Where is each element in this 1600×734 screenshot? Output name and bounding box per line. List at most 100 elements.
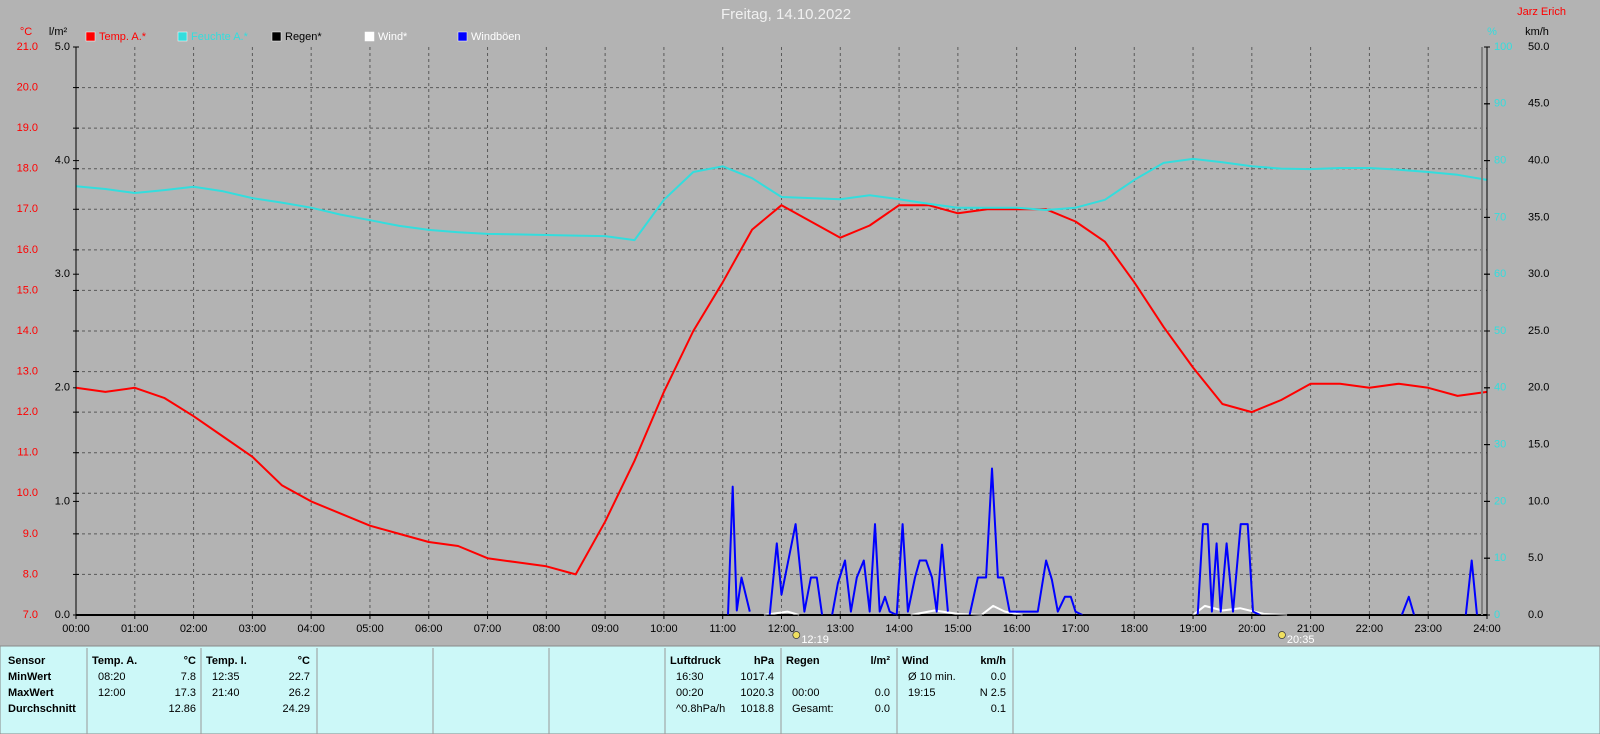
y-tick-label: 20 [1494, 495, 1506, 507]
legend-swatch [364, 31, 375, 42]
y-tick-label: 8.0 [23, 568, 38, 580]
row-label: MinWert [8, 671, 52, 683]
table-cell: Gesamt: [792, 703, 834, 715]
y-tick-label: 1.0 [55, 495, 70, 507]
y-tick-label: 4.0 [55, 155, 70, 167]
table-cell: 24.29 [282, 703, 310, 715]
x-tick-label: 19:00 [1179, 623, 1207, 635]
x-tick-label: 01:00 [121, 623, 149, 635]
column-unit: °C [298, 655, 310, 667]
row-label: Durchschnitt [8, 703, 76, 715]
x-tick-label: 23:00 [1414, 623, 1442, 635]
y-tick-label: 90 [1494, 98, 1506, 110]
axis-title: % [1487, 26, 1497, 38]
y-tick-label: 30 [1494, 439, 1506, 451]
table-cell: 19:15 [908, 687, 936, 699]
column-title: Temp. A. [92, 655, 137, 667]
legend-swatch [85, 31, 96, 42]
chart-background [0, 0, 1600, 646]
x-tick-label: 04:00 [297, 623, 325, 635]
table-cell: ^0.8hPa/h [676, 703, 725, 715]
legend-swatch [177, 31, 188, 42]
legend-label: Regen* [285, 31, 322, 43]
table-cell: 1017.4 [740, 671, 774, 683]
y-tick-label: 50.0 [1528, 41, 1549, 53]
grid [73, 46, 1490, 619]
y-tick-label: 20.0 [17, 81, 38, 93]
y-tick-label: 35.0 [1528, 211, 1549, 223]
column-unit: km/h [980, 655, 1006, 667]
annotation: 20:35 [1287, 634, 1315, 646]
y-tick-label: 5.0 [55, 41, 70, 53]
table-cell: 12:00 [98, 687, 126, 699]
y-tick-label: 9.0 [23, 528, 38, 540]
column-unit: l/m² [870, 655, 890, 667]
x-tick-label: 03:00 [239, 623, 267, 635]
y-tick-label: 0.0 [1528, 609, 1543, 621]
y-tick-label: 70 [1494, 211, 1506, 223]
y-tick-label: 3.0 [55, 268, 70, 280]
y-tick-label: 60 [1494, 268, 1506, 280]
table-cell: 08:20 [98, 671, 126, 683]
x-tick-label: 02:00 [180, 623, 208, 635]
legend-swatch [271, 31, 282, 42]
table-cell: 12:35 [212, 671, 240, 683]
y-tick-label: 7.0 [23, 609, 38, 621]
table-cell: Ø 10 min. [908, 671, 956, 683]
y-tick-label: 50 [1494, 325, 1506, 337]
y-tick-label: 10.0 [17, 487, 38, 499]
y-tick-label: 100 [1494, 41, 1512, 53]
table-cell: 16:30 [676, 671, 704, 683]
column-unit: °C [184, 655, 196, 667]
x-tick-label: 12:00 [768, 623, 796, 635]
table-cell: 17.3 [175, 687, 196, 699]
y-tick-label: 12.0 [17, 406, 38, 418]
y-tick-label: 13.0 [17, 365, 38, 377]
y-tick-label: 40.0 [1528, 155, 1549, 167]
y-tick-label: 10 [1494, 552, 1506, 564]
table-cell: 0.0 [875, 703, 890, 715]
y-tick-label: 0.0 [55, 609, 70, 621]
x-tick-label: 15:00 [944, 623, 972, 635]
legend-swatch [457, 31, 468, 42]
column-unit: hPa [754, 655, 775, 667]
x-tick-label: 24:00 [1473, 623, 1501, 635]
y-tick-label: 15.0 [1528, 439, 1549, 451]
y-tick-label: 16.0 [17, 244, 38, 256]
y-tick-label: 18.0 [17, 163, 38, 175]
table-cell: 00:00 [792, 687, 820, 699]
chart-title: Freitag, 14.10.2022 [721, 6, 851, 23]
x-tick-label: 22:00 [1356, 623, 1384, 635]
x-tick-label: 09:00 [591, 623, 619, 635]
table-cell: 12.86 [168, 703, 196, 715]
y-tick-label: 80 [1494, 155, 1506, 167]
y-tick-label: 17.0 [17, 203, 38, 215]
x-tick-label: 11:00 [709, 623, 736, 635]
y-tick-label: 40 [1494, 382, 1506, 394]
table-cell: 0.0 [875, 687, 890, 699]
table-cell: 0.0 [991, 671, 1006, 683]
axis-title: °C [20, 26, 32, 38]
x-tick-label: 14:00 [885, 623, 913, 635]
series-line [75, 204, 1488, 576]
table-cell: 7.8 [181, 671, 196, 683]
x-tick-label: 05:00 [356, 623, 384, 635]
event-icon [792, 631, 801, 639]
x-tick-label: 16:00 [1003, 623, 1031, 635]
y-tick-label: 25.0 [1528, 325, 1549, 337]
y-tick-label: 45.0 [1528, 98, 1549, 110]
y-tick-label: 21.0 [17, 41, 38, 53]
legend-label: Wind* [378, 31, 408, 43]
x-tick-label: 13:00 [827, 623, 855, 635]
legend-label: Feuchte A.* [191, 31, 249, 43]
table-cell: 1020.3 [740, 687, 774, 699]
y-tick-label: 20.0 [1528, 382, 1549, 394]
table-cell: 22.7 [289, 671, 310, 683]
x-tick-label: 17:00 [1062, 623, 1090, 635]
y-tick-label: 15.0 [17, 284, 38, 296]
y-tick-label: 5.0 [1528, 552, 1543, 564]
legend-label: Windböen [471, 31, 521, 43]
x-tick-label: 10:00 [650, 623, 678, 635]
author: Jarz Erich [1517, 6, 1566, 18]
y-tick-label: 19.0 [17, 122, 38, 134]
